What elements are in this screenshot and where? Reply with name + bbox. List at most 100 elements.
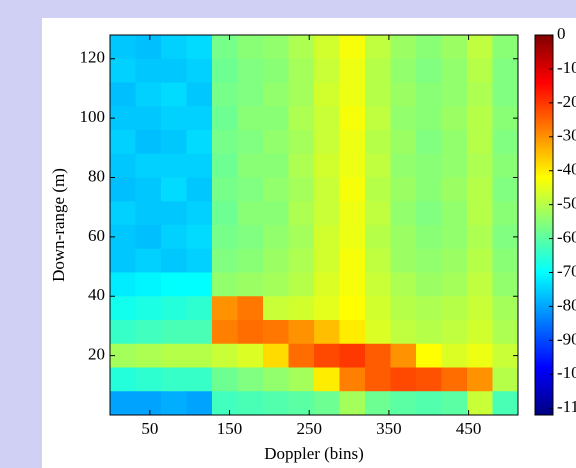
heatmap-cell <box>365 106 391 131</box>
colorbar-tick-label: -100 <box>557 363 576 382</box>
heatmap-cell <box>237 82 264 107</box>
heatmap-cell <box>212 296 238 321</box>
heatmap-cell <box>339 225 366 250</box>
heatmap-cell <box>441 177 468 202</box>
heatmap-cell <box>161 296 187 321</box>
heatmap-cell <box>288 130 315 155</box>
heatmap-cell <box>135 296 162 321</box>
heatmap-cell <box>365 272 391 297</box>
heatmap-cell <box>492 391 518 415</box>
heatmap-cell <box>416 296 442 321</box>
heatmap-cell <box>237 320 264 345</box>
heatmap-cell <box>263 391 289 415</box>
heatmap-cell <box>110 35 136 60</box>
heatmap-cell <box>263 367 289 392</box>
heatmap-cell <box>365 248 391 273</box>
heatmap-cell <box>110 82 136 107</box>
heatmap-cell <box>161 177 187 202</box>
heatmap-cell <box>135 367 162 392</box>
heatmap-cell <box>390 272 417 297</box>
heatmap-cell <box>237 106 264 131</box>
y-tick-label: 80 <box>88 166 105 185</box>
heatmap-cell <box>263 82 289 107</box>
heatmap-cell <box>161 106 187 131</box>
heatmap-cell <box>314 343 340 368</box>
heatmap-cell <box>110 391 136 415</box>
heatmap-cell <box>135 177 162 202</box>
heatmap-cell <box>390 106 417 131</box>
heatmap-cell <box>288 82 315 107</box>
heatmap-cell <box>186 35 213 60</box>
heatmap-cell <box>237 296 264 321</box>
heatmap-cell <box>212 225 238 250</box>
plot-frame <box>109 34 519 416</box>
heatmap-cell <box>467 130 493 155</box>
heatmap-cell <box>135 272 162 297</box>
heatmap-cell <box>339 272 366 297</box>
heatmap-cell <box>492 296 518 321</box>
colorbar-tick-label: -50 <box>557 194 576 213</box>
heatmap-cell <box>263 343 289 368</box>
heatmap-cell <box>288 225 315 250</box>
heatmap-cell <box>441 367 468 392</box>
heatmap-cell <box>212 320 238 345</box>
heatmap-cell <box>314 58 340 83</box>
heatmap-cell <box>161 391 187 415</box>
heatmap-cell <box>390 225 417 250</box>
heatmap-cell <box>263 296 289 321</box>
colorbar-tick-label: -40 <box>557 160 576 179</box>
y-tick-label: 20 <box>88 345 105 364</box>
heatmap-cell <box>135 82 162 107</box>
heatmap-cell <box>314 391 340 415</box>
heatmap-cell <box>467 153 493 178</box>
heatmap-cell <box>186 272 213 297</box>
heatmap-cell <box>467 106 493 131</box>
y-tick-label: 60 <box>88 226 105 245</box>
heatmap-cell <box>186 201 213 226</box>
heatmap-cell <box>467 367 493 392</box>
heatmap-cell <box>288 201 315 226</box>
heatmap-cell <box>186 82 213 107</box>
heatmap-cell <box>161 320 187 345</box>
colorbar <box>534 34 554 416</box>
heatmap-cell <box>492 367 518 392</box>
y-tick-label: 100 <box>80 107 106 126</box>
heatmap-cell <box>339 177 366 202</box>
heatmap-cell <box>416 248 442 273</box>
heatmap-cell <box>416 153 442 178</box>
heatmap-cell <box>161 35 187 60</box>
heatmap-cell <box>441 58 468 83</box>
heatmap-cell <box>314 130 340 155</box>
heatmap-cell <box>161 153 187 178</box>
heatmap-cell <box>339 106 366 131</box>
heatmap-cell <box>416 106 442 131</box>
heatmap-cell <box>237 367 264 392</box>
heatmap-cell <box>365 343 391 368</box>
heatmap-cell <box>467 35 493 60</box>
heatmap-cell <box>135 391 162 415</box>
heatmap-cell <box>365 82 391 107</box>
heatmap-cell <box>314 225 340 250</box>
x-tick-label: 150 <box>217 419 243 438</box>
heatmap-cell <box>212 82 238 107</box>
heatmap-cell <box>288 58 315 83</box>
heatmap-cell <box>263 35 289 60</box>
heatmap-cell <box>110 58 136 83</box>
heatmap-cell <box>212 177 238 202</box>
heatmap-cell <box>390 201 417 226</box>
heatmap-cell <box>416 272 442 297</box>
heatmap-cell <box>390 82 417 107</box>
colorbar-tick-label: -30 <box>557 126 576 145</box>
heatmap-cell <box>441 225 468 250</box>
heatmap-cell <box>186 343 213 368</box>
heatmap-cell <box>365 177 391 202</box>
heatmap-cell <box>161 130 187 155</box>
heatmap-cell <box>441 35 468 60</box>
heatmap-cell <box>339 130 366 155</box>
heatmap-cell <box>339 296 366 321</box>
heatmap-cell <box>467 248 493 273</box>
heatmap-cell <box>263 153 289 178</box>
heatmap-cell <box>339 343 366 368</box>
heatmap-cell <box>467 391 493 415</box>
heatmap-cell <box>110 153 136 178</box>
